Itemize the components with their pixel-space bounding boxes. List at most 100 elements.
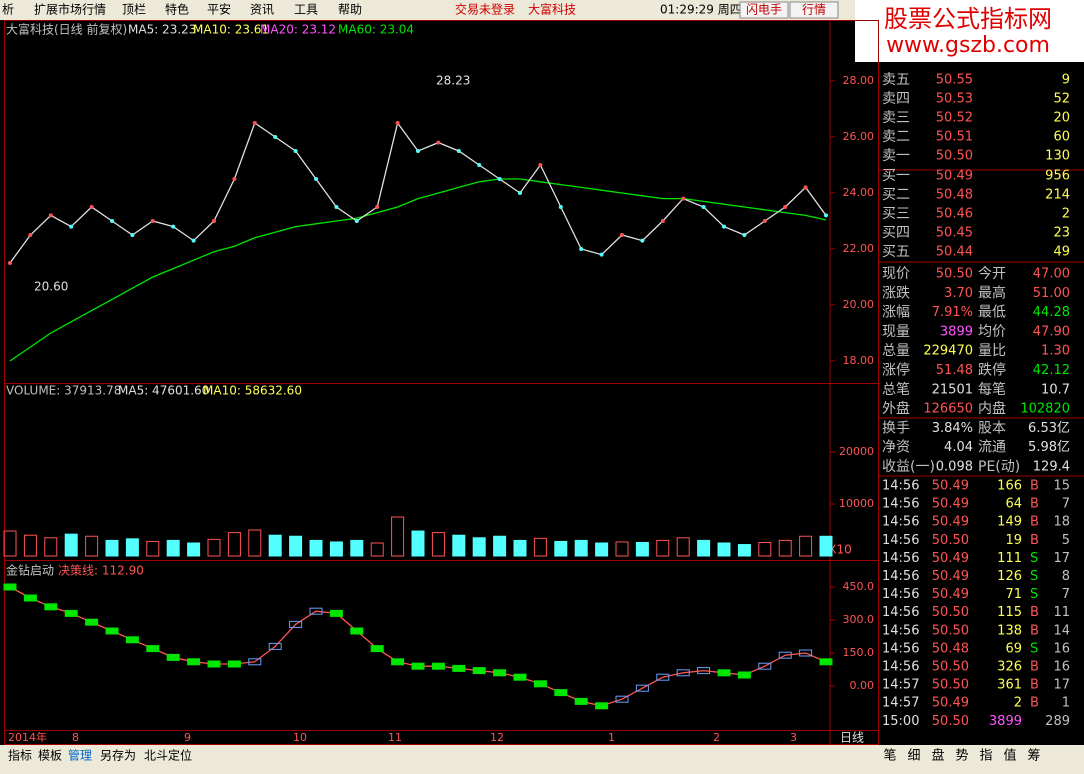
side-tab[interactable]: 势: [955, 748, 968, 764]
menu-item[interactable]: 资讯: [250, 3, 274, 17]
order-volume: 214: [1045, 188, 1070, 203]
volume-bar: [227, 532, 241, 557]
volume-bar: [717, 542, 731, 557]
price-tick-label: 22.00: [843, 242, 875, 255]
volume-bar: [574, 539, 588, 557]
side-tab[interactable]: 笔: [883, 748, 896, 764]
stat-label: 涨停: [882, 362, 910, 379]
stat-value: 126650: [923, 402, 973, 417]
indicator-block: [391, 658, 405, 666]
trade-count: 8: [1062, 569, 1070, 584]
menu-item[interactable]: 帮助: [338, 3, 362, 17]
trade-price: 50.50: [932, 623, 969, 638]
menu-item[interactable]: 顶栏: [122, 2, 146, 17]
order-label: 买二: [882, 187, 910, 203]
stat-label: 今开: [978, 266, 1006, 282]
button[interactable]: 闪电手: [746, 3, 782, 17]
volume-bar: [656, 539, 670, 557]
trade-time: 14:56: [882, 533, 919, 548]
side-tab[interactable]: 指: [979, 749, 992, 764]
volume-bar: [513, 539, 527, 557]
bottom-tab[interactable]: 管理: [68, 748, 92, 763]
trade-flag: S: [1030, 551, 1038, 566]
indicator-name: 金钻启动: [6, 563, 54, 578]
bottom-tab[interactable]: 北斗定位: [144, 748, 192, 763]
x-axis-label: 2: [713, 731, 720, 744]
order-volume: 956: [1045, 169, 1070, 184]
volume-tick-label: 10000: [839, 497, 874, 510]
close-point: [620, 233, 624, 237]
bottom-tab[interactable]: 指标: [8, 748, 32, 763]
bottom-tab[interactable]: 另存为: [100, 749, 136, 763]
side-tab[interactable]: 盘: [931, 748, 944, 764]
trade-time: 14:56: [882, 623, 919, 638]
x-axis-label: 1: [608, 731, 615, 744]
close-point: [273, 135, 278, 139]
close-point: [232, 177, 237, 181]
menu-item[interactable]: 特色: [165, 2, 189, 17]
trade-time: 14:56: [882, 569, 919, 584]
volume-bar: [268, 534, 282, 557]
indicator-tick-label: 150.0: [843, 646, 875, 659]
volume-bar: [125, 538, 139, 557]
indicator-block: [187, 658, 201, 666]
decision-line: [9, 586, 827, 707]
stat-label: 每笔: [978, 382, 1006, 398]
side-tab[interactable]: 值: [1003, 748, 1016, 764]
order-label: 买五: [882, 244, 910, 260]
stat-label: 净资: [882, 440, 910, 456]
trade-volume: 69: [1005, 641, 1022, 656]
side-tab[interactable]: 筹: [1027, 748, 1040, 764]
volume-bar: [635, 541, 649, 557]
trade-count: 16: [1053, 641, 1070, 656]
trade-count: 11: [1053, 605, 1070, 620]
close-point: [8, 261, 12, 265]
menu-item[interactable]: 扩展市场行情: [34, 2, 106, 17]
close-point: [701, 205, 706, 209]
volume-bar: [819, 535, 833, 557]
trade-count: 18: [1053, 515, 1070, 530]
trade-flag: B: [1030, 533, 1039, 548]
volume-bar: [105, 539, 119, 557]
indicator-line-label: 决策线: 112.90: [58, 564, 144, 578]
indicator-block: [656, 673, 670, 681]
menu-item[interactable]: 工具: [294, 3, 318, 17]
bottom-tab[interactable]: 模板: [38, 749, 62, 763]
button[interactable]: 行情: [802, 3, 826, 17]
low-annotation: 20.60: [34, 280, 68, 294]
stat-label: 内盘: [978, 400, 1006, 417]
menu-item[interactable]: 平安: [207, 2, 231, 17]
trade-count: 15: [1053, 479, 1070, 494]
volume-bar: [411, 530, 425, 557]
order-volume: 49: [1053, 245, 1070, 260]
trade-time: 15:00: [882, 714, 919, 729]
indicator-block: [697, 667, 711, 675]
order-price: 50.55: [936, 73, 973, 88]
trade-count: 5: [1062, 533, 1070, 548]
volume-bar: [472, 537, 486, 557]
x-axis-label: 12: [490, 731, 504, 744]
order-volume: 2: [1062, 207, 1070, 222]
menu-item[interactable]: 析: [2, 3, 14, 17]
clock: 01:29:29 周四: [660, 3, 742, 17]
volume-unit: X10: [828, 543, 852, 557]
stat-value: 6.53亿: [1028, 421, 1070, 436]
login-status[interactable]: 交易未登录: [455, 2, 515, 17]
trade-flag: B: [1030, 479, 1039, 494]
trade-volume: 166: [997, 479, 1022, 494]
indicator-block: [207, 660, 221, 668]
trade-time: 14:56: [882, 660, 919, 675]
close-point: [660, 219, 665, 223]
price-tick-label: 26.00: [843, 130, 875, 143]
volume-bar: [533, 537, 547, 557]
volume-bar: [3, 530, 17, 557]
price-tick-label: 28.00: [843, 74, 875, 87]
volume-bar: [187, 542, 201, 557]
period-label[interactable]: 日线: [840, 731, 864, 745]
button-frame: [789, 1, 839, 19]
side-tab[interactable]: 细: [907, 749, 920, 764]
high-annotation: 28.23: [436, 74, 470, 88]
stat-label: 换手: [882, 419, 910, 436]
trade-price: 50.49: [932, 479, 969, 494]
